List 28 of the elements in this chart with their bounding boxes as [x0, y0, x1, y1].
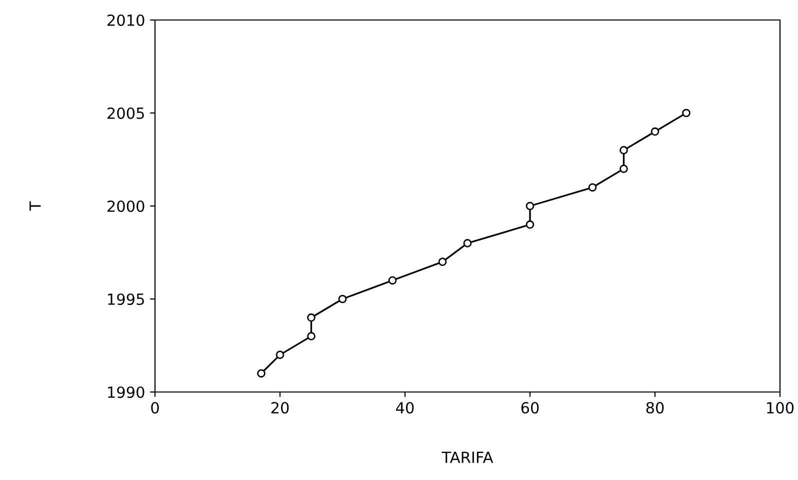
point [650, 127, 660, 136]
y-tick-label: 1995 [108, 293, 144, 306]
point [388, 276, 397, 285]
x-tick-label: 0 [151, 402, 159, 414]
point [588, 183, 597, 192]
point [307, 332, 316, 340]
x-axis-title: TARIFA [442, 452, 494, 463]
x-tick-label: 40 [396, 402, 414, 414]
point [526, 202, 534, 210]
point [338, 294, 347, 304]
point [276, 350, 284, 359]
point [620, 146, 628, 154]
y-tick-label: 2005 [108, 107, 144, 120]
point [526, 220, 534, 229]
y-tick-label: 2000 [108, 200, 144, 212]
point [620, 164, 628, 173]
y-tick-label: 2010 [108, 14, 144, 26]
y-tick-label: 1990 [108, 386, 144, 398]
point [307, 313, 316, 322]
point [257, 369, 266, 378]
x-tick-label: 20 [271, 402, 289, 414]
x-tick-label: 60 [521, 402, 539, 414]
point [463, 239, 472, 248]
point [682, 108, 690, 118]
y-axis-title: T [30, 201, 41, 211]
point [438, 258, 447, 266]
x-tick-label: 80 [646, 402, 664, 414]
x-tick-label: 100 [767, 402, 794, 414]
